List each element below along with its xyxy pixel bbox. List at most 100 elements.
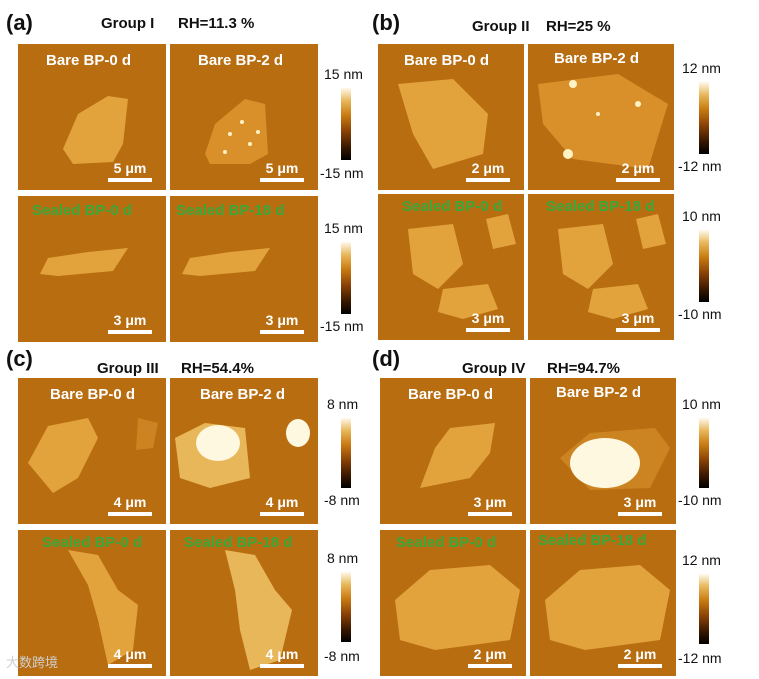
flake-image <box>398 79 488 169</box>
colorbar-max: 15 nm <box>324 220 363 236</box>
panel-c-rh: RH=54.4% <box>181 360 254 377</box>
colorbar <box>341 572 351 642</box>
panel-c-image-1: Bare BP-0 d 4 μm <box>18 378 166 524</box>
flake-image <box>205 99 268 164</box>
flake-image <box>408 214 516 319</box>
image-label: Sealed BP-0 d <box>32 202 133 219</box>
flake-image <box>545 565 670 650</box>
colorbar-min: -15 nm <box>320 165 364 181</box>
colorbar <box>699 82 709 154</box>
colorbar-min: -10 nm <box>678 306 722 322</box>
image-label: Sealed BP-18 d <box>546 198 655 215</box>
colorbar-max: 12 nm <box>682 552 721 568</box>
scale-bar: 5 μm <box>260 160 304 182</box>
panel-c-image-4: Sealed BP-18 d 4 μm <box>170 530 318 676</box>
panel-c-image-2: Bare BP-2 d 4 μm <box>170 378 318 524</box>
scale-bar: 5 μm <box>108 160 152 182</box>
panel-c-image-3: Sealed BP-0 d 4 μm <box>18 530 166 676</box>
panel-b-image-1: Bare BP-0 d 2 μm <box>378 44 524 190</box>
flake-image <box>420 423 495 488</box>
flake-image <box>538 74 668 169</box>
scale-bar: 4 μm <box>260 646 304 668</box>
colorbar <box>699 230 709 302</box>
flake-image <box>560 428 670 490</box>
image-label: Sealed BP-18 d <box>176 202 285 219</box>
flake-image <box>40 248 128 276</box>
panel-d-image-3: Sealed BP-0 d 2 μm <box>380 530 526 676</box>
scale-bar: 3 μm <box>108 312 152 334</box>
image-label: Sealed BP-0 d <box>396 534 497 551</box>
panel-d-group: Group IV <box>462 360 526 377</box>
colorbar <box>341 418 351 488</box>
colorbar-max: 15 nm <box>324 66 363 82</box>
scale-bar: 3 μm <box>466 310 510 332</box>
panel-b-letter: (b) <box>372 10 401 35</box>
flake-image <box>68 550 138 665</box>
image-label: Bare BP-2 d <box>200 386 286 403</box>
panel-b-image-4: Sealed BP-18 d 3 μm <box>528 194 674 340</box>
image-label: Bare BP-0 d <box>404 52 490 69</box>
scale-bar: 2 μm <box>468 646 512 668</box>
colorbar <box>699 574 709 644</box>
panel-b-image-2: Bare BP-2 d 2 μm <box>528 44 674 190</box>
panel-c-group: Group III <box>97 360 159 377</box>
flake-image <box>175 419 310 488</box>
image-label: Sealed BP-0 d <box>42 534 143 551</box>
image-label: Bare BP-0 d <box>46 52 132 69</box>
colorbar-max: 10 nm <box>682 396 721 412</box>
panel-a-image-1: Bare BP-0 d 5 μm <box>18 44 166 190</box>
flake-image <box>558 214 666 319</box>
scale-bar: 3 μm <box>260 312 304 334</box>
colorbar <box>341 242 351 314</box>
panel-b-group: Group II <box>472 18 530 35</box>
colorbar-max: 12 nm <box>682 60 721 76</box>
scale-bar: 3 μm <box>616 310 660 332</box>
watermark: 大数跨境 <box>6 655 59 670</box>
scale-bar: 2 μm <box>616 160 660 182</box>
scale-bar: 2 μm <box>618 646 662 668</box>
scale-bar: 4 μm <box>108 494 152 516</box>
image-label: Sealed BP-18 d <box>184 534 293 551</box>
colorbar-min: -12 nm <box>678 650 722 666</box>
panel-d-image-1: Bare BP-0 d 3 μm <box>380 378 526 524</box>
panel-d-letter: (d) <box>372 346 401 371</box>
scale-bar: 3 μm <box>468 494 512 516</box>
panel-d-image-4: Sealed BP-18 d 2 μm <box>530 530 676 676</box>
panel-a-group: Group I <box>101 15 155 32</box>
colorbar-max: 10 nm <box>682 208 721 224</box>
flake-image <box>395 565 520 650</box>
colorbar-max: 8 nm <box>327 550 359 566</box>
colorbar-min: -10 nm <box>678 492 722 508</box>
image-label: Sealed BP-18 d <box>538 532 647 549</box>
panel-d-image-2: Bare BP-2 d 3 μm <box>530 378 676 524</box>
image-label: Bare BP-2 d <box>198 52 284 69</box>
scale-bar: 2 μm <box>466 160 510 182</box>
flake-image <box>28 418 158 493</box>
colorbar <box>699 418 709 488</box>
flake-image <box>225 550 292 670</box>
panel-a-image-3: Sealed BP-0 d 3 μm <box>18 196 166 342</box>
panel-b-image-3: Sealed BP-0 d 3 μm <box>378 194 524 340</box>
image-label: Bare BP-0 d <box>408 386 494 403</box>
colorbar-min: -12 nm <box>678 158 722 174</box>
panel-a-rh: RH=11.3 % <box>178 15 255 32</box>
colorbar-min: -8 nm <box>324 648 360 664</box>
image-label: Sealed BP-0 d <box>402 198 503 215</box>
colorbar <box>341 88 351 160</box>
image-label: Bare BP-2 d <box>556 384 642 401</box>
image-label: Bare BP-0 d <box>50 386 136 403</box>
colorbar-min: -15 nm <box>320 318 364 334</box>
panel-b-rh: RH=25 % <box>546 18 611 35</box>
panel-a-image-4: Sealed BP-18 d 3 μm <box>170 196 318 342</box>
panel-a-image-2: Bare BP-2 d 5 μm <box>170 44 318 190</box>
colorbar-max: 8 nm <box>327 396 359 412</box>
flake-image <box>182 248 270 276</box>
image-label: Bare BP-2 d <box>554 50 640 67</box>
scale-bar: 4 μm <box>260 494 304 516</box>
panel-d-rh: RH=94.7% <box>547 360 620 377</box>
scale-bar: 3 μm <box>618 494 662 516</box>
panel-a-letter: (a) <box>6 10 33 35</box>
panel-c-letter: (c) <box>6 346 33 371</box>
flake-image <box>63 96 128 164</box>
scale-bar: 4 μm <box>108 646 152 668</box>
